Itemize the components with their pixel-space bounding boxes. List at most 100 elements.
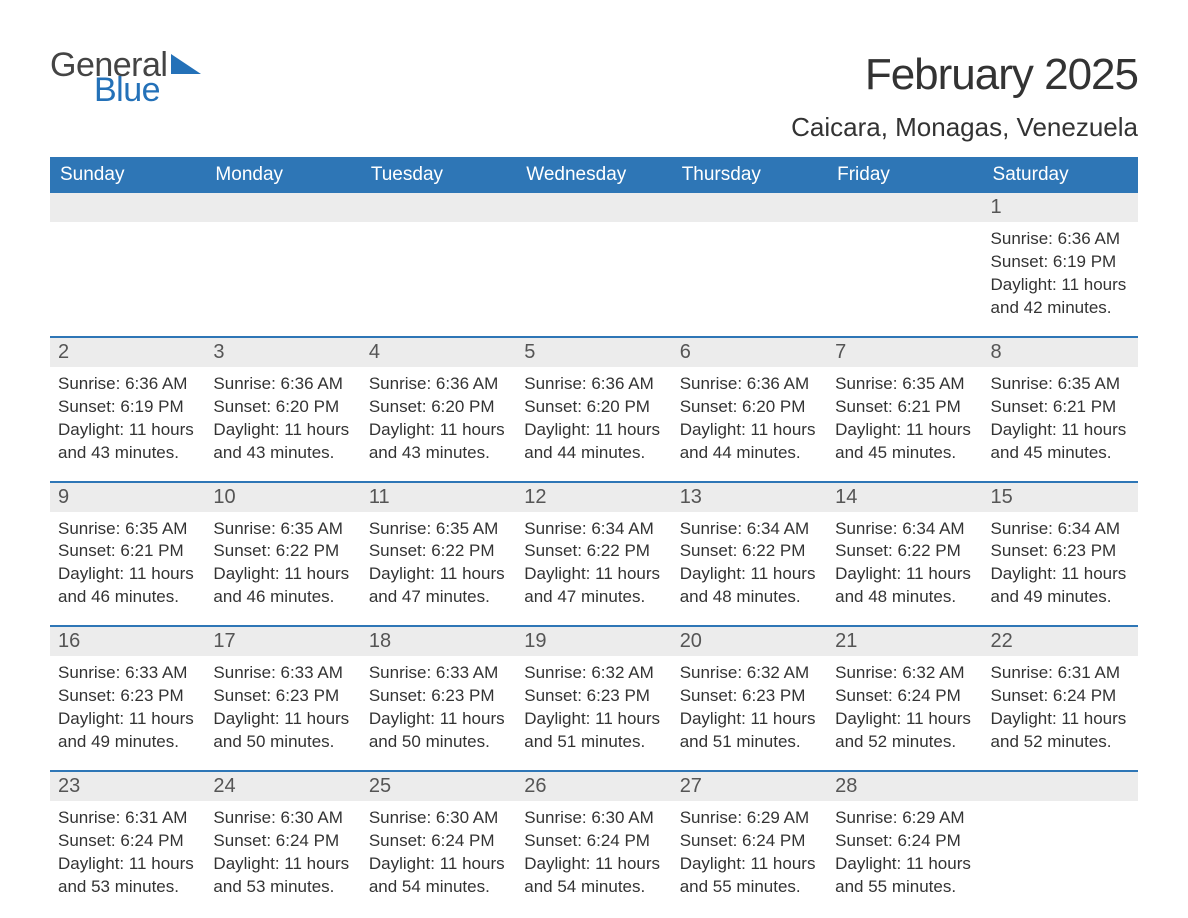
sunset-line: Sunset: 6:22 PM	[835, 540, 974, 563]
day-details: Sunrise: 6:31 AMSunset: 6:24 PMDaylight:…	[50, 807, 205, 899]
daylight-line: Daylight: 11 hours and 55 minutes.	[835, 853, 974, 899]
brand-logo: General Blue	[50, 50, 201, 105]
day-number: 25	[361, 772, 516, 801]
calendar-day: 4Sunrise: 6:36 AMSunset: 6:20 PMDaylight…	[361, 338, 516, 481]
daylight-line: Daylight: 11 hours and 51 minutes.	[524, 708, 663, 754]
calendar-day: 6Sunrise: 6:36 AMSunset: 6:20 PMDaylight…	[672, 338, 827, 481]
sunset-line: Sunset: 6:22 PM	[680, 540, 819, 563]
sunrise-line: Sunrise: 6:32 AM	[835, 662, 974, 685]
day-number: 2	[50, 338, 205, 367]
sunrise-line: Sunrise: 6:31 AM	[991, 662, 1130, 685]
day-number: 27	[672, 772, 827, 801]
brand-triangle-icon	[171, 54, 201, 74]
sunrise-line: Sunrise: 6:33 AM	[369, 662, 508, 685]
day-number: 24	[205, 772, 360, 801]
sunrise-line: Sunrise: 6:36 AM	[991, 228, 1130, 251]
day-details: Sunrise: 6:34 AMSunset: 6:22 PMDaylight:…	[827, 518, 982, 610]
day-details: Sunrise: 6:36 AMSunset: 6:20 PMDaylight:…	[672, 373, 827, 465]
sunset-line: Sunset: 6:20 PM	[213, 396, 352, 419]
calendar-week: 2Sunrise: 6:36 AMSunset: 6:19 PMDaylight…	[50, 336, 1138, 481]
day-details: Sunrise: 6:32 AMSunset: 6:23 PMDaylight:…	[672, 662, 827, 754]
calendar-day: 19Sunrise: 6:32 AMSunset: 6:23 PMDayligh…	[516, 627, 671, 770]
day-number: 1	[983, 193, 1138, 222]
daylight-line: Daylight: 11 hours and 47 minutes.	[369, 563, 508, 609]
day-details: Sunrise: 6:34 AMSunset: 6:22 PMDaylight:…	[672, 518, 827, 610]
dow-friday: Friday	[827, 157, 982, 193]
calendar-day: 25 Sunrise: 6:30 AMSunset: 6:24 PMDayligh…	[361, 772, 516, 915]
sunrise-line: Sunrise: 6:36 AM	[58, 373, 197, 396]
day-details: Sunrise: 6:30 AMSunset: 6:24 PMDaylight:…	[516, 807, 671, 899]
day-of-week-header: Sunday Monday Tuesday Wednesday Thursday…	[50, 157, 1138, 193]
daylight-line: Daylight: 11 hours and 51 minutes.	[680, 708, 819, 754]
calendar-day: 13 Sunrise: 6:34 AMSunset: 6:22 PMDayligh…	[672, 483, 827, 626]
day-details: Sunrise: 6:34 AMSunset: 6:23 PMDaylight:…	[983, 518, 1138, 610]
day-number	[205, 193, 360, 222]
day-number: 10	[205, 483, 360, 512]
day-details: Sunrise: 6:29 AMSunset: 6:24 PMDaylight:…	[672, 807, 827, 899]
calendar-day	[205, 193, 360, 336]
day-details: Sunrise: 6:36 AMSunset: 6:19 PMDaylight:…	[983, 228, 1138, 320]
day-details: Sunrise: 6:33 AMSunset: 6:23 PMDaylight:…	[361, 662, 516, 754]
sunset-line: Sunset: 6:23 PM	[991, 540, 1130, 563]
day-details: Sunrise: 6:33 AMSunset: 6:23 PMDaylight:…	[50, 662, 205, 754]
day-details: Sunrise: 6:31 AMSunset: 6:24 PMDaylight:…	[983, 662, 1138, 754]
calendar-day: 24 Sunrise: 6:30 AMSunset: 6:24 PMDayligh…	[205, 772, 360, 915]
calendar-day: 8Sunrise: 6:35 AMSunset: 6:21 PMDaylight…	[983, 338, 1138, 481]
calendar-day: 21Sunrise: 6:32 AMSunset: 6:24 PMDayligh…	[827, 627, 982, 770]
day-number	[50, 193, 205, 222]
day-number: 22	[983, 627, 1138, 656]
calendar-day: 7Sunrise: 6:35 AMSunset: 6:21 PMDaylight…	[827, 338, 982, 481]
daylight-line: Daylight: 11 hours and 43 minutes.	[369, 419, 508, 465]
calendar-day: 20Sunrise: 6:32 AMSunset: 6:23 PMDayligh…	[672, 627, 827, 770]
calendar-day	[672, 193, 827, 336]
sunrise-line: Sunrise: 6:35 AM	[835, 373, 974, 396]
sunrise-line: Sunrise: 6:35 AM	[991, 373, 1130, 396]
day-number: 8	[983, 338, 1138, 367]
calendar-day: 12Sunrise: 6:34 AMSunset: 6:22 PMDayligh…	[516, 483, 671, 626]
dow-wednesday: Wednesday	[516, 157, 671, 193]
calendar-day	[361, 193, 516, 336]
day-number: 21	[827, 627, 982, 656]
daylight-line: Daylight: 11 hours and 53 minutes.	[213, 853, 352, 899]
sunset-line: Sunset: 6:23 PM	[524, 685, 663, 708]
day-number	[827, 193, 982, 222]
calendar-day: 2Sunrise: 6:36 AMSunset: 6:19 PMDaylight…	[50, 338, 205, 481]
daylight-line: Daylight: 11 hours and 48 minutes.	[835, 563, 974, 609]
day-number: 18	[361, 627, 516, 656]
calendar-week: 16Sunrise: 6:33 AMSunset: 6:23 PMDayligh…	[50, 625, 1138, 770]
sunrise-line: Sunrise: 6:30 AM	[524, 807, 663, 830]
daylight-line: Daylight: 11 hours and 49 minutes.	[58, 708, 197, 754]
sunset-line: Sunset: 6:21 PM	[835, 396, 974, 419]
day-details: Sunrise: 6:30 AMSunset: 6:24 PMDaylight:…	[361, 807, 516, 899]
sunset-line: Sunset: 6:23 PM	[369, 685, 508, 708]
sunset-line: Sunset: 6:24 PM	[58, 830, 197, 853]
day-details: Sunrise: 6:36 AMSunset: 6:20 PMDaylight:…	[205, 373, 360, 465]
sunrise-line: Sunrise: 6:35 AM	[58, 518, 197, 541]
sunrise-line: Sunrise: 6:36 AM	[213, 373, 352, 396]
sunrise-line: Sunrise: 6:30 AM	[213, 807, 352, 830]
calendar-day	[50, 193, 205, 336]
month-title: February 2025	[791, 50, 1138, 100]
sunrise-line: Sunrise: 6:32 AM	[524, 662, 663, 685]
sunset-line: Sunset: 6:24 PM	[213, 830, 352, 853]
daylight-line: Daylight: 11 hours and 46 minutes.	[213, 563, 352, 609]
brand-part2: Blue	[94, 75, 201, 106]
sunset-line: Sunset: 6:24 PM	[369, 830, 508, 853]
day-number: 26	[516, 772, 671, 801]
daylight-line: Daylight: 11 hours and 43 minutes.	[213, 419, 352, 465]
day-number: 9	[50, 483, 205, 512]
sunrise-line: Sunrise: 6:32 AM	[680, 662, 819, 685]
sunrise-line: Sunrise: 6:29 AM	[680, 807, 819, 830]
sunrise-line: Sunrise: 6:36 AM	[524, 373, 663, 396]
calendar-day: 1 Sunrise: 6:36 AMSunset: 6:19 PMDaylight…	[983, 193, 1138, 336]
calendar: Sunday Monday Tuesday Wednesday Thursday…	[50, 157, 1138, 915]
calendar-day	[983, 772, 1138, 915]
sunset-line: Sunset: 6:23 PM	[58, 685, 197, 708]
day-number: 4	[361, 338, 516, 367]
calendar-day: 5Sunrise: 6:36 AMSunset: 6:20 PMDaylight…	[516, 338, 671, 481]
calendar-day: 15Sunrise: 6:34 AMSunset: 6:23 PMDayligh…	[983, 483, 1138, 626]
sunset-line: Sunset: 6:24 PM	[991, 685, 1130, 708]
calendar-body: 1 Sunrise: 6:36 AMSunset: 6:19 PMDaylight…	[50, 193, 1138, 915]
calendar-week: 9Sunrise: 6:35 AMSunset: 6:21 PMDaylight…	[50, 481, 1138, 626]
day-number: 13	[672, 483, 827, 512]
